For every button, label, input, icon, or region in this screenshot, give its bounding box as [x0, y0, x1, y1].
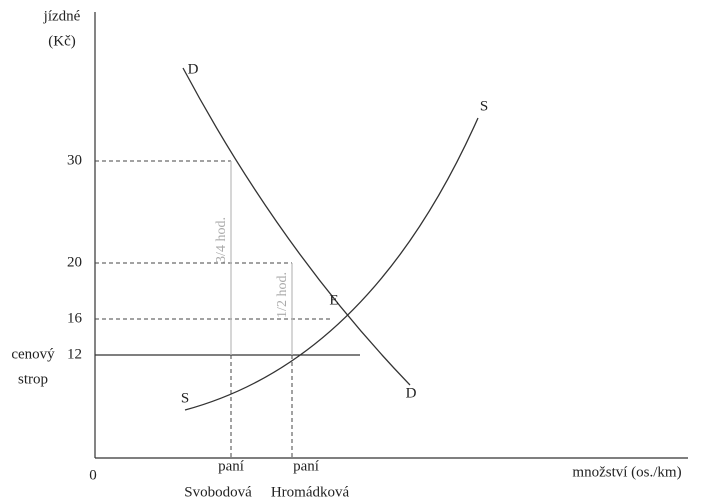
person-label: Hromádková	[271, 484, 350, 500]
y-label: (Kč)	[48, 33, 75, 49]
origin-label: 0	[89, 467, 97, 483]
y-tick: 12	[67, 346, 82, 362]
ceiling-label: strop	[18, 371, 48, 387]
demand-curve	[182, 67, 411, 386]
wait-label: 3/4 hod.	[214, 217, 229, 263]
y-label: jízdné	[43, 8, 81, 24]
person-label: Svobodová	[184, 484, 252, 500]
supply-curve	[184, 117, 479, 411]
y-tick: 20	[67, 254, 82, 270]
equilibrium-label: E	[329, 292, 338, 308]
curve-label: S	[480, 98, 488, 114]
person-label: paní	[218, 458, 244, 474]
person-label: paní	[293, 458, 319, 474]
ceiling-label: cenový	[11, 346, 55, 362]
curve-label: D	[406, 385, 417, 401]
y-tick: 30	[67, 152, 82, 168]
x-label: množství (os./km)	[572, 464, 681, 480]
curve-label: D	[188, 61, 199, 77]
y-tick: 16	[67, 310, 83, 326]
wait-label: 1/2 hod.	[275, 272, 290, 318]
curve-label: S	[181, 390, 189, 406]
